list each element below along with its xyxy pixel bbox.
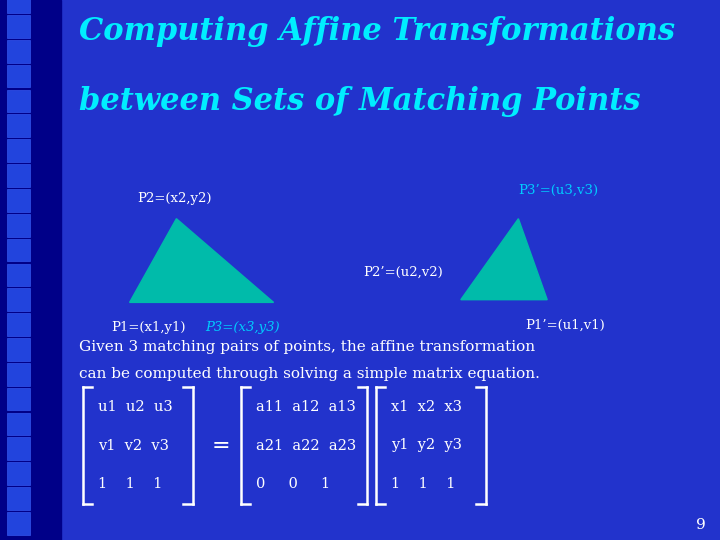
Bar: [7, 0, 30, 13]
Bar: [7, 388, 30, 410]
Bar: [7, 164, 30, 187]
Bar: [7, 338, 30, 361]
Bar: [7, 487, 30, 510]
Text: P2=(x2,y2): P2=(x2,y2): [137, 192, 211, 205]
Text: =: =: [212, 435, 230, 456]
Bar: [7, 114, 30, 137]
Text: P2’=(u2,v2): P2’=(u2,v2): [364, 266, 444, 279]
Text: x1  x2  x3: x1 x2 x3: [391, 400, 462, 414]
Bar: [7, 214, 30, 237]
Bar: [7, 288, 30, 311]
Bar: [7, 363, 30, 386]
Text: 1    1    1: 1 1 1: [98, 477, 162, 491]
Text: a11  a12  a13: a11 a12 a13: [256, 400, 356, 414]
Text: P3’=(u3,v3): P3’=(u3,v3): [518, 184, 598, 197]
Bar: [7, 264, 30, 286]
Bar: [0, 0, 61, 540]
Bar: [7, 239, 30, 261]
Text: between Sets of Matching Points: between Sets of Matching Points: [79, 86, 641, 117]
Text: v1  v2  v3: v1 v2 v3: [98, 438, 169, 453]
Bar: [7, 15, 30, 38]
Bar: [7, 189, 30, 212]
Bar: [7, 462, 30, 485]
Text: 1    1    1: 1 1 1: [391, 477, 455, 491]
Bar: [7, 65, 30, 87]
Text: P1=(x1,y1): P1=(x1,y1): [112, 321, 186, 334]
Bar: [7, 437, 30, 460]
Bar: [7, 512, 30, 535]
Polygon shape: [130, 219, 274, 302]
Text: u1  u2  u3: u1 u2 u3: [98, 400, 173, 414]
Text: Computing Affine Transformations: Computing Affine Transformations: [79, 16, 675, 47]
Text: P3=(x3,y3): P3=(x3,y3): [205, 321, 280, 334]
Bar: [7, 313, 30, 336]
Text: 9: 9: [696, 518, 706, 532]
Bar: [7, 90, 30, 112]
Bar: [7, 40, 30, 63]
Text: a21  a22  a23: a21 a22 a23: [256, 438, 356, 453]
Text: 0     0     1: 0 0 1: [256, 477, 330, 491]
Text: P1’=(u1,v1): P1’=(u1,v1): [526, 319, 606, 332]
Text: y1  y2  y3: y1 y2 y3: [391, 438, 462, 453]
Bar: [7, 139, 30, 162]
Text: can be computed through solving a simple matrix equation.: can be computed through solving a simple…: [79, 367, 540, 381]
Text: Given 3 matching pairs of points, the affine transformation: Given 3 matching pairs of points, the af…: [79, 340, 536, 354]
Polygon shape: [461, 219, 547, 300]
Bar: [7, 413, 30, 435]
